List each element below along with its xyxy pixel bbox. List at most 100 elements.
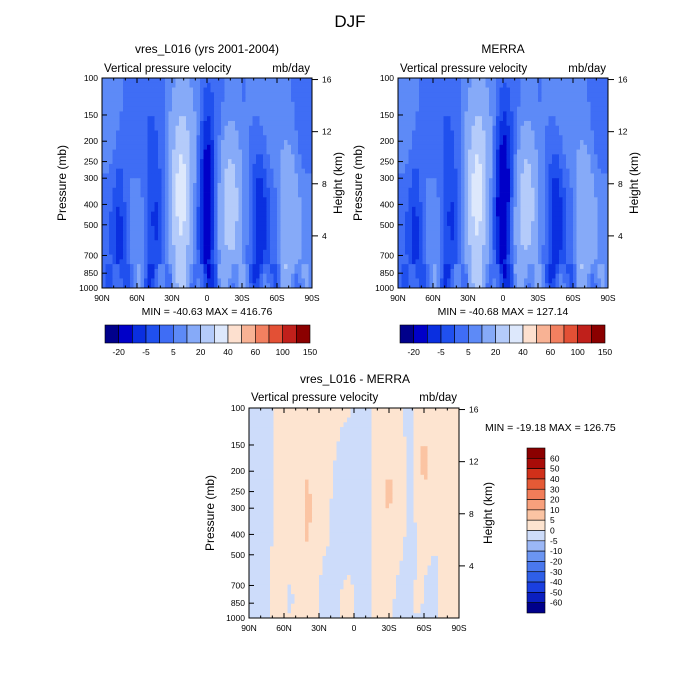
field-cell	[151, 116, 155, 122]
field-cell	[235, 216, 239, 222]
field-cell	[301, 130, 306, 136]
field-cell	[270, 178, 274, 184]
field-cell	[203, 106, 208, 112]
field-cell	[102, 264, 106, 270]
field-cell	[426, 168, 430, 174]
field-cell	[119, 168, 124, 174]
field-cell	[203, 216, 208, 222]
field-cell	[590, 235, 595, 241]
field-cell	[559, 168, 563, 174]
field-cell	[436, 149, 441, 155]
field-cell	[545, 92, 549, 98]
field-cell	[140, 130, 145, 136]
field-cell	[175, 173, 180, 179]
field-cell	[242, 87, 246, 93]
field-cell	[161, 111, 166, 117]
field-cell	[137, 82, 141, 88]
field-cell	[200, 268, 204, 275]
field-cell	[468, 216, 472, 222]
field-cell	[415, 149, 420, 155]
field-cell	[506, 101, 511, 108]
field-cell	[119, 197, 124, 203]
field-cell	[461, 211, 465, 217]
field-cell	[419, 87, 423, 93]
field-cell	[161, 211, 166, 217]
field-cell	[168, 240, 173, 246]
field-cell	[587, 221, 591, 227]
field-cell	[461, 149, 465, 155]
field-cell	[520, 78, 525, 84]
field-cell	[287, 273, 292, 279]
field-cell	[538, 149, 542, 155]
field-cell	[221, 235, 225, 241]
field-cell	[228, 268, 232, 275]
field-cell	[590, 82, 595, 88]
field-cell	[249, 206, 253, 213]
field-cell	[510, 92, 514, 98]
field-cell	[123, 159, 127, 165]
field-cell	[130, 221, 134, 227]
field-cell	[242, 245, 246, 251]
field-cell	[590, 111, 595, 117]
field-cell	[193, 206, 197, 213]
field-cell	[193, 278, 197, 284]
field-cell	[496, 78, 500, 84]
field-cell	[450, 159, 455, 165]
field-cell	[273, 144, 278, 150]
field-cell	[109, 92, 113, 98]
field-cell	[252, 92, 257, 98]
field-cell	[566, 240, 570, 246]
field-cell	[291, 264, 295, 270]
field-cell	[105, 183, 110, 189]
field-cell	[140, 106, 145, 112]
field-cell	[175, 82, 180, 88]
field-cell	[291, 283, 295, 289]
field-cell	[287, 97, 292, 103]
field-cell	[506, 92, 511, 98]
field-cell	[284, 259, 288, 265]
field-cell	[510, 225, 514, 232]
field-cell	[109, 206, 113, 213]
field-cell	[569, 211, 574, 217]
field-cell	[147, 135, 152, 141]
field-cell	[161, 259, 166, 265]
field-cell	[137, 87, 141, 93]
field-cell	[496, 206, 500, 213]
field-cell	[541, 101, 546, 108]
field-cell	[594, 192, 598, 198]
field-cell	[301, 192, 306, 198]
field-cell	[235, 101, 239, 108]
field-cell	[433, 216, 437, 222]
field-cell	[291, 225, 295, 232]
field-cell	[510, 249, 514, 255]
field-cell	[144, 78, 148, 84]
field-cell	[482, 206, 486, 213]
field-cell	[587, 135, 591, 141]
field-cell	[566, 230, 570, 236]
field-cell	[256, 211, 260, 217]
field-cell	[154, 92, 159, 98]
field-cell	[137, 283, 141, 289]
field-cell	[147, 264, 152, 270]
field-cell	[144, 216, 148, 222]
field-cell	[447, 154, 451, 160]
field-cell	[601, 87, 605, 93]
field-cell	[541, 249, 546, 255]
field-cell	[147, 144, 152, 150]
field-cell	[280, 273, 285, 279]
field-cell	[256, 197, 260, 203]
field-cell	[186, 278, 190, 284]
field-cell	[172, 149, 176, 155]
field-cell	[440, 240, 444, 246]
field-cell	[583, 111, 588, 117]
field-cell	[207, 78, 211, 84]
colorbar-label: 100	[276, 347, 290, 357]
field-cell	[144, 125, 148, 131]
field-cell	[461, 183, 465, 189]
field-cell	[503, 245, 507, 251]
field-cell	[238, 268, 243, 275]
field-cell	[133, 206, 138, 213]
field-cell	[468, 97, 472, 103]
field-cell	[130, 254, 134, 260]
field-cell	[186, 221, 190, 227]
